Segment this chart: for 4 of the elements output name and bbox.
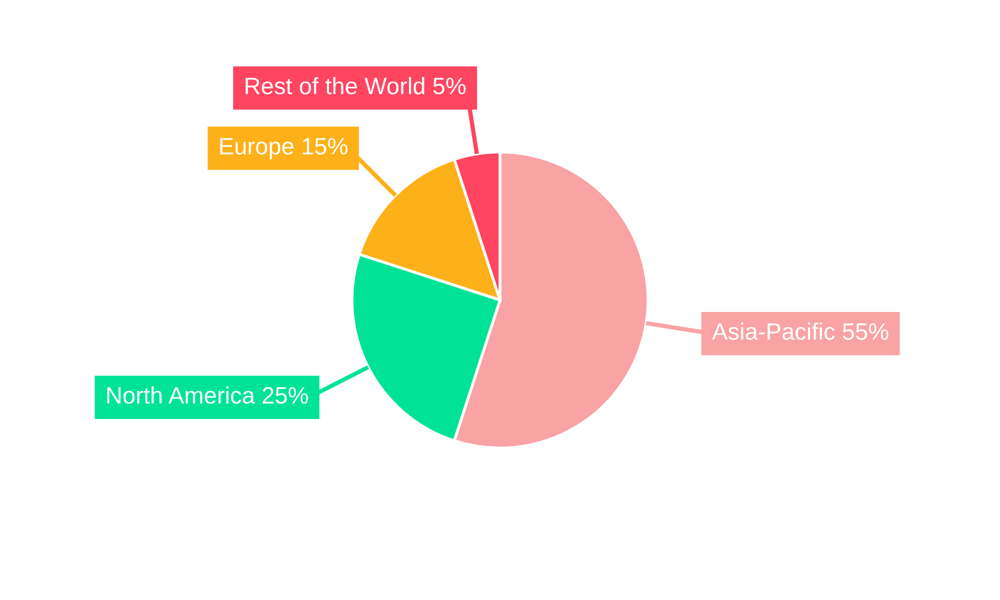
slice-label: Asia-Pacific 55% [712,322,888,340]
slice-label: Rest of the World 5% [246,77,466,94]
slice-label: North America 25% [107,386,308,404]
slice-label: Europe 15% [220,138,348,160]
